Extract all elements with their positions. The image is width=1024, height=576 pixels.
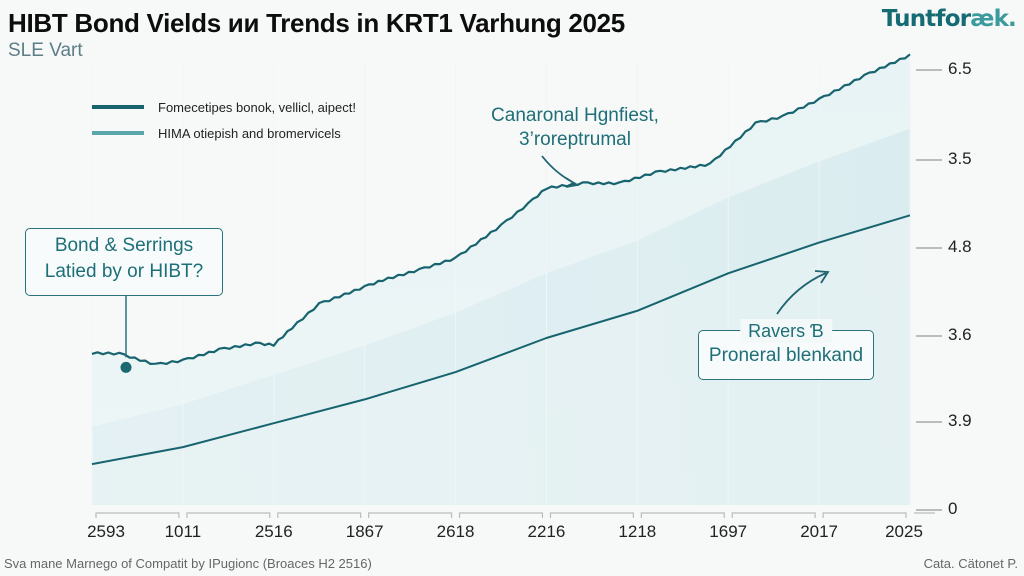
x-tick-label: 2216 bbox=[527, 522, 566, 541]
annotation-arrow-top bbox=[541, 155, 577, 185]
chart-subtitle: SLE Vart bbox=[8, 40, 83, 61]
x-axis-bracket bbox=[731, 512, 816, 518]
annotation-left-line2: Latied by or HIBT? bbox=[44, 261, 204, 282]
x-axis-bracket bbox=[95, 512, 180, 518]
highlight-point bbox=[120, 361, 132, 373]
chart-title: HIBT Bond Vields ии Trends in KRT1 Varhu… bbox=[8, 8, 625, 38]
legend-swatch-dark bbox=[92, 105, 144, 109]
x-axis-bracket bbox=[640, 512, 725, 518]
annotation-arrow-right bbox=[776, 272, 827, 315]
annotation-left-line1: Bond & Serrings bbox=[54, 235, 194, 256]
legend-item[interactable]: HIMA otiepish and bromervicels bbox=[92, 120, 356, 146]
series-line-lower bbox=[91, 214, 911, 466]
annotation-right-title: Ravers Ɓ bbox=[740, 319, 832, 343]
logo-text-part2: for bbox=[935, 6, 972, 32]
y-tick-label: 3.5 bbox=[948, 149, 972, 168]
x-axis-bracket bbox=[277, 512, 362, 518]
annotation-top-line1: Canaronal Hgnfiest, bbox=[491, 105, 659, 126]
x-tick-label: 2618 bbox=[436, 522, 475, 541]
plot-area bbox=[91, 53, 942, 518]
x-tick-label: 2516 bbox=[254, 522, 293, 541]
annotation-arrowhead-top bbox=[565, 177, 580, 188]
annotation-arrowhead-right bbox=[814, 270, 830, 284]
legend: Fomecetipes bonok, vellicl, aipect! HIMA… bbox=[92, 94, 356, 146]
x-tick-label: 2593 bbox=[87, 522, 125, 541]
annotation-box-right: Ravers Ɓ Proneral blenkand bbox=[698, 319, 874, 380]
footer-source: Sva mane Marnego of Compatit by IPugionc… bbox=[4, 556, 372, 571]
logo-text-part1: Tunt bbox=[881, 6, 937, 32]
y-tick-label: 6.5 bbox=[948, 59, 972, 78]
x-tick-label: 1697 bbox=[709, 522, 748, 541]
y-tick-label: 3.6 bbox=[948, 325, 972, 344]
x-axis-bracket bbox=[458, 512, 544, 518]
x-axis-bracket bbox=[186, 512, 271, 518]
area-lower bbox=[92, 215, 910, 506]
y-tick-label: 4.8 bbox=[948, 237, 972, 256]
legend-label: HIMA otiepish and bromervicels bbox=[158, 125, 341, 141]
x-axis-bracket bbox=[549, 512, 634, 518]
annotation-top-line2: 3’roreptrumal bbox=[519, 129, 631, 150]
x-tick-label: 2017 bbox=[800, 522, 839, 541]
legend-label: Fomecetipes bonok, vellicl, aipect! bbox=[158, 99, 356, 115]
x-axis-bracket bbox=[368, 512, 453, 518]
annotation-right-body: Proneral blenkand bbox=[708, 345, 864, 366]
x-tick-label: 1867 bbox=[345, 522, 384, 541]
x-tick-label: 1011 bbox=[164, 522, 202, 541]
legend-item[interactable]: Fomecetipes bonok, vellicl, aipect! bbox=[92, 94, 356, 120]
x-axis-bracket bbox=[822, 512, 907, 518]
brand-logo: Tuntforæk. bbox=[881, 6, 1017, 32]
logo-text-part3: æk. bbox=[970, 6, 1017, 32]
legend-swatch-light bbox=[92, 131, 144, 135]
footer-credit: Cata. Cätonet P. bbox=[923, 556, 1018, 571]
y-tick-label: 3.9 bbox=[948, 411, 972, 430]
x-tick-label: 1218 bbox=[618, 522, 657, 541]
annotation-top: Canaronal Hgnfiest, 3’roreptrumal bbox=[470, 104, 680, 152]
x-tick-label: 2025 bbox=[885, 522, 923, 541]
series-line-upper bbox=[91, 53, 911, 365]
annotation-box-left: Bond & Serrings Latied by or HIBT? bbox=[25, 228, 223, 296]
y-tick-label: 0 bbox=[948, 499, 958, 518]
